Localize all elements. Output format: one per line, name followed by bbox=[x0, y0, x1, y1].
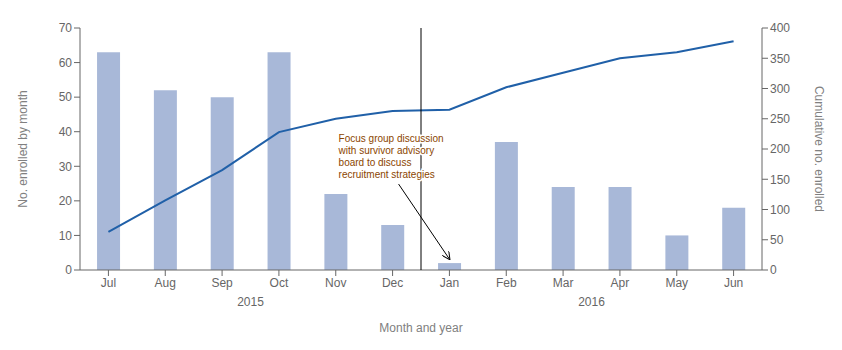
svg-text:300: 300 bbox=[770, 82, 790, 96]
svg-text:0: 0 bbox=[65, 263, 72, 277]
svg-text:Jan: Jan bbox=[440, 276, 459, 290]
svg-text:60: 60 bbox=[59, 56, 73, 70]
svg-text:Jul: Jul bbox=[101, 276, 116, 290]
svg-text:50: 50 bbox=[59, 90, 73, 104]
svg-text:Oct: Oct bbox=[270, 276, 289, 290]
svg-text:10: 10 bbox=[59, 229, 73, 243]
svg-text:100: 100 bbox=[770, 203, 790, 217]
svg-text:400: 400 bbox=[770, 21, 790, 35]
svg-text:40: 40 bbox=[59, 125, 73, 139]
svg-text:Mar: Mar bbox=[553, 276, 574, 290]
svg-text:150: 150 bbox=[770, 173, 790, 187]
svg-text:Sep: Sep bbox=[211, 276, 233, 290]
svg-text:Jun: Jun bbox=[724, 276, 743, 290]
svg-text:0: 0 bbox=[770, 263, 777, 277]
svg-text:50: 50 bbox=[770, 233, 784, 247]
svg-text:Nov: Nov bbox=[325, 276, 346, 290]
svg-text:200: 200 bbox=[770, 142, 790, 156]
svg-text:No. enrolled by month: No. enrolled by month bbox=[16, 90, 30, 207]
svg-text:20: 20 bbox=[59, 194, 73, 208]
svg-text:Feb: Feb bbox=[496, 276, 517, 290]
svg-text:2016: 2016 bbox=[578, 295, 605, 309]
svg-text:Cumulative no. enrolled: Cumulative no. enrolled bbox=[812, 86, 826, 212]
svg-text:Focus group discussionwith sur: Focus group discussionwith survivor advi… bbox=[338, 133, 444, 180]
svg-text:250: 250 bbox=[770, 112, 790, 126]
svg-text:Month and year: Month and year bbox=[379, 321, 462, 335]
svg-text:30: 30 bbox=[59, 160, 73, 174]
svg-text:Aug: Aug bbox=[155, 276, 176, 290]
svg-text:2015: 2015 bbox=[237, 295, 264, 309]
svg-text:Dec: Dec bbox=[382, 276, 403, 290]
svg-text:70: 70 bbox=[59, 21, 73, 35]
svg-text:May: May bbox=[665, 276, 688, 290]
svg-text:350: 350 bbox=[770, 52, 790, 66]
svg-text:Apr: Apr bbox=[611, 276, 630, 290]
